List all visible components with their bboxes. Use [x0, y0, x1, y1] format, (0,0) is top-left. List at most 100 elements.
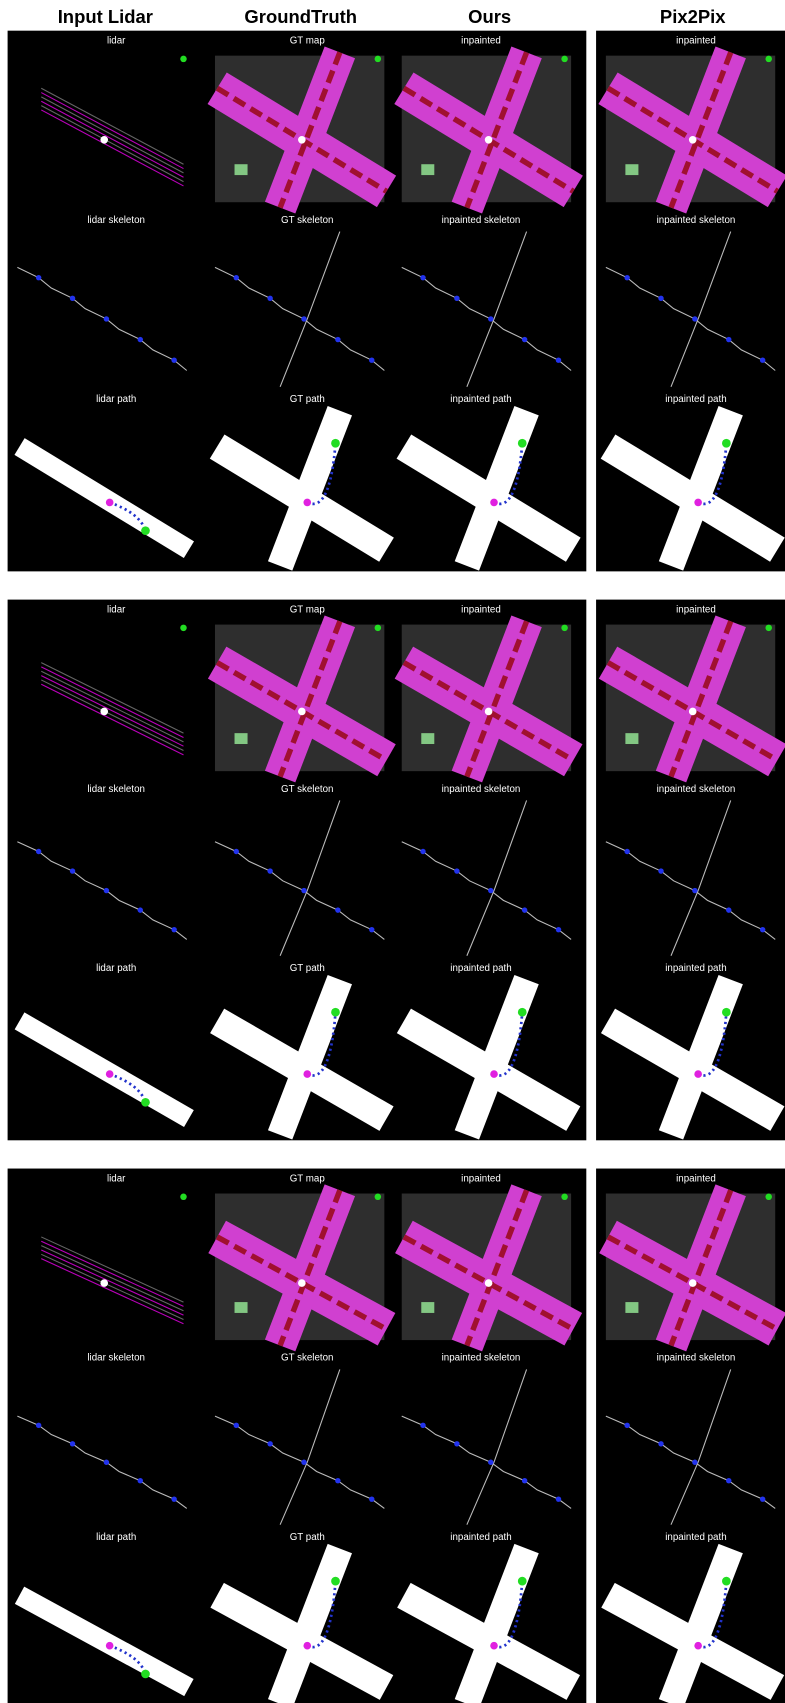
- marker: [760, 927, 765, 932]
- cell-image: [215, 621, 387, 776]
- marker: [369, 357, 374, 362]
- cell-label: GT skeleton: [281, 784, 333, 795]
- marker: [485, 1279, 493, 1287]
- marker: [100, 1279, 108, 1287]
- marker: [298, 1279, 306, 1287]
- marker: [694, 499, 702, 507]
- marker: [490, 499, 498, 507]
- marker: [522, 1478, 527, 1483]
- cell-label: inpainted: [461, 605, 501, 616]
- marker: [694, 1642, 702, 1650]
- marker: [765, 56, 772, 63]
- marker: [138, 1478, 143, 1483]
- marker: [301, 1460, 306, 1465]
- vegetation: [235, 733, 248, 744]
- marker: [104, 316, 109, 321]
- cell-image: [606, 52, 778, 207]
- vegetation: [235, 1302, 248, 1313]
- marker: [522, 337, 527, 342]
- marker: [760, 357, 765, 362]
- marker: [694, 1070, 702, 1078]
- marker: [420, 1423, 425, 1428]
- vegetation: [421, 733, 434, 744]
- marker: [658, 868, 663, 873]
- cell-label: inpainted: [461, 1174, 501, 1185]
- column-header: Input Lidar: [58, 6, 153, 27]
- cell-label: inpainted: [461, 36, 501, 47]
- page: Input Lidar GroundTruth Ours Pix2Pix lid…: [0, 0, 785, 1703]
- marker: [303, 1070, 311, 1078]
- marker: [267, 1441, 272, 1446]
- marker: [624, 1423, 629, 1428]
- marker: [689, 1279, 697, 1287]
- marker: [722, 439, 731, 448]
- marker: [298, 136, 306, 144]
- marker: [331, 1577, 340, 1586]
- cell-label: inpainted: [676, 1174, 716, 1185]
- cell-label: lidar skeleton: [87, 1353, 145, 1364]
- cell-image: [606, 621, 778, 776]
- marker: [485, 708, 493, 716]
- vegetation: [235, 164, 248, 175]
- cell-label: inpainted skeleton: [657, 215, 736, 226]
- marker: [556, 1496, 561, 1501]
- marker: [106, 1070, 114, 1078]
- figure: Input Lidar GroundTruth Ours Pix2Pix lid…: [0, 0, 785, 1703]
- cell-label: GT path: [290, 963, 325, 974]
- cell-label: inpainted skeleton: [657, 784, 736, 795]
- marker: [331, 1008, 340, 1017]
- marker: [138, 907, 143, 912]
- marker: [335, 907, 340, 912]
- column-header: GroundTruth: [244, 6, 357, 27]
- cell-image: [402, 52, 574, 207]
- cell-label: inpainted skeleton: [442, 784, 521, 795]
- marker: [106, 499, 114, 507]
- cell-label: lidar path: [96, 394, 136, 405]
- marker: [303, 1642, 311, 1650]
- cell-label: GT map: [290, 605, 326, 616]
- cell-label: GT map: [290, 1174, 326, 1185]
- cell-label: inpainted skeleton: [657, 1353, 736, 1364]
- marker: [180, 625, 187, 632]
- marker: [70, 296, 75, 301]
- cell-label: inpainted skeleton: [442, 215, 521, 226]
- cell-label: inpainted path: [665, 1532, 726, 1543]
- marker: [658, 1441, 663, 1446]
- marker: [490, 1070, 498, 1078]
- cell-label: inpainted path: [665, 963, 726, 974]
- cell-label: GT skeleton: [281, 1353, 333, 1364]
- marker: [138, 337, 143, 342]
- marker: [267, 296, 272, 301]
- vegetation: [421, 164, 434, 175]
- marker: [765, 1194, 772, 1201]
- marker: [375, 1194, 382, 1201]
- cell-image: [606, 1190, 778, 1345]
- marker: [234, 275, 239, 280]
- cell-label: lidar: [107, 1174, 126, 1185]
- column-header: Pix2Pix: [660, 6, 726, 27]
- vegetation: [625, 1302, 638, 1313]
- marker: [298, 708, 306, 716]
- marker: [488, 316, 493, 321]
- marker: [36, 1423, 41, 1428]
- marker: [518, 439, 527, 448]
- marker: [301, 316, 306, 321]
- cell-image: [402, 621, 574, 776]
- cell-label: inpainted path: [450, 1532, 511, 1543]
- marker: [171, 927, 176, 932]
- marker: [104, 888, 109, 893]
- marker: [141, 1670, 150, 1679]
- marker: [375, 56, 382, 63]
- cell-label: GT skeleton: [281, 215, 333, 226]
- marker: [100, 136, 108, 144]
- marker: [454, 1441, 459, 1446]
- marker: [420, 849, 425, 854]
- marker: [234, 1423, 239, 1428]
- marker: [658, 296, 663, 301]
- marker: [335, 1478, 340, 1483]
- marker: [722, 1577, 731, 1586]
- marker: [726, 907, 731, 912]
- marker: [36, 849, 41, 854]
- marker: [488, 888, 493, 893]
- marker: [267, 868, 272, 873]
